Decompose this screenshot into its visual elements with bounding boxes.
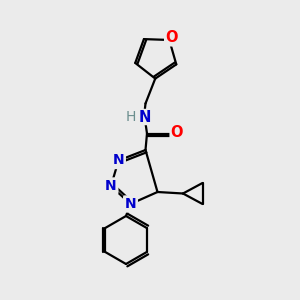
Text: N: N xyxy=(105,179,117,193)
Text: H: H xyxy=(125,110,136,124)
Text: N: N xyxy=(125,197,136,211)
Text: O: O xyxy=(170,125,183,140)
Text: N: N xyxy=(138,110,151,124)
Text: N: N xyxy=(113,154,124,167)
Text: O: O xyxy=(165,30,178,45)
